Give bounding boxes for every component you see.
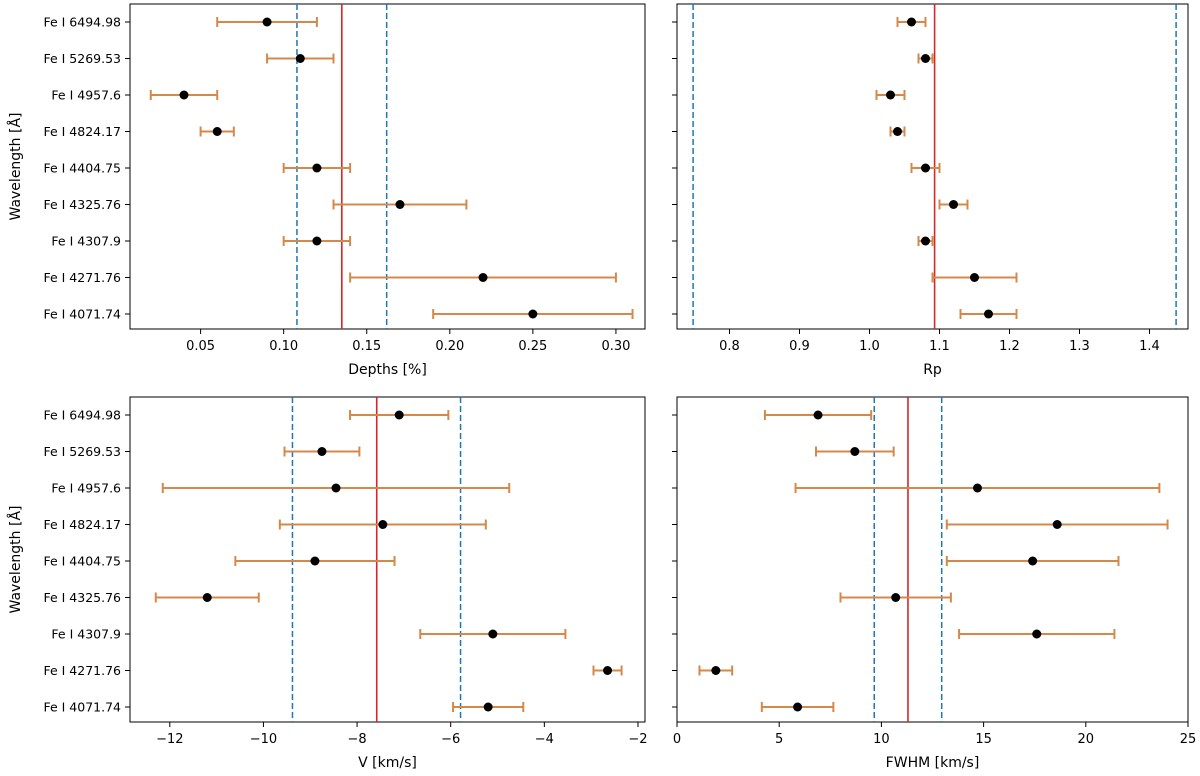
y-tick-label: Fe I 4271.76	[43, 270, 121, 285]
data-point	[312, 236, 322, 246]
data-point	[891, 593, 901, 602]
x-tick-label: 0.10	[269, 339, 298, 354]
x-tick-label: −6	[441, 732, 460, 747]
y-tick-label: Fe I 4325.76	[43, 197, 121, 212]
data-point	[813, 410, 823, 420]
y-tick-label: Fe I 4307.9	[51, 627, 121, 642]
y-tick-label: Fe I 4307.9	[51, 234, 121, 249]
data-point	[921, 54, 930, 63]
x-axis-label: Depths [%]	[348, 362, 427, 378]
y-tick-label: Fe I 5269.53	[43, 444, 121, 459]
data-point	[921, 163, 930, 173]
x-axis-label: V [km/s]	[358, 755, 417, 771]
x-tick-label: 0.8	[719, 339, 740, 354]
x-tick-label: 0.9	[789, 339, 810, 354]
data-point	[921, 236, 930, 246]
x-tick-label: 0	[673, 732, 681, 747]
data-point	[972, 483, 982, 493]
x-axis-label: FWHM [km/s]	[886, 755, 980, 771]
x-tick-label: −12	[156, 732, 183, 747]
x-tick-label: 1.0	[859, 339, 880, 354]
data-point	[478, 273, 488, 282]
x-tick-label: 1.3	[1069, 339, 1090, 354]
x-tick-label: −4	[535, 732, 554, 747]
data-point	[711, 666, 721, 675]
panel-velocity: −12 −10 −8 −6 −4 −2 Fe I 4071.74 Fe I 4271.76 Fe…	[7, 396, 648, 771]
x-tick-label: 0.30	[601, 339, 630, 354]
data-point	[907, 17, 916, 27]
data-point	[202, 593, 212, 602]
data-point	[984, 309, 993, 319]
data-point	[488, 629, 498, 639]
y-tick-label: Fe I 4957.6	[51, 88, 121, 103]
data-point	[179, 90, 189, 100]
x-tick-label: 10	[873, 732, 890, 747]
x-tick-label: 5	[775, 732, 783, 747]
y-tick-label: Fe I 5269.53	[43, 51, 121, 66]
data-point	[394, 410, 404, 420]
data-point	[1052, 520, 1062, 529]
data-point	[1028, 556, 1038, 566]
x-tick-label: 0.25	[518, 339, 547, 354]
y-tick-label: Fe I 4071.74	[43, 700, 121, 715]
data-point	[893, 127, 902, 136]
x-tick-label: 20	[1078, 732, 1095, 747]
data-point	[949, 200, 958, 209]
x-tick-label: 0.20	[435, 339, 464, 354]
data-point	[262, 17, 272, 27]
data-point	[970, 273, 979, 282]
axes-frame	[129, 3, 646, 330]
x-tick-label: 0.15	[352, 339, 381, 354]
x-tick-label: 0.05	[186, 339, 215, 354]
x-tick-label: −8	[347, 732, 366, 747]
y-axis-label: Wavelength [Å]	[7, 112, 24, 220]
x-tick-label: −2	[628, 732, 647, 747]
data-point	[886, 90, 895, 100]
y-tick-label: Fe I 4404.75	[43, 161, 121, 176]
data-point	[793, 702, 803, 712]
data-point	[1032, 629, 1042, 639]
y-tick-label: Fe I 4071.74	[43, 307, 121, 322]
y-axis-label: Wavelength [Å]	[7, 505, 24, 613]
data-point	[312, 163, 322, 173]
data-point	[212, 127, 222, 136]
y-tick-label: Fe I 4404.75	[43, 554, 121, 569]
x-tick-label: 1.2	[999, 339, 1020, 354]
data-point	[310, 556, 320, 566]
y-tick-label: Fe I 4824.17	[43, 124, 121, 139]
panel-fwhm: 0 5 10 15 20 25 FWHM [km/s]	[672, 396, 1197, 771]
data-point	[378, 520, 388, 529]
data-point	[295, 54, 305, 63]
data-point	[483, 702, 493, 712]
x-tick-label: 15	[975, 732, 992, 747]
panel-rp: 0.8 0.9 1.0 1.1 1.2 1.3 1.4 Rp	[672, 3, 1189, 378]
data-point	[603, 666, 613, 675]
y-tick-label: Fe I 4957.6	[51, 481, 121, 496]
y-tick-label: Fe I 4824.17	[43, 517, 121, 532]
panel-depths: 0.05 0.10 0.15 0.20 0.25 0.30 Fe I 4071.74 Fe I…	[7, 3, 646, 378]
y-tick-label: Fe I 4325.76	[43, 590, 121, 605]
data-point	[528, 309, 538, 319]
x-axis-label: Rp	[923, 362, 942, 378]
axes-frame	[676, 3, 1189, 330]
y-tick-label: Fe I 4271.76	[43, 663, 121, 678]
x-tick-label: 1.1	[929, 339, 950, 354]
y-tick-label: Fe I 6494.98	[43, 15, 121, 30]
data-point	[317, 447, 327, 456]
x-tick-label: −10	[250, 732, 277, 747]
data-point	[331, 483, 341, 493]
data-point	[850, 447, 860, 456]
axes-frame	[129, 396, 646, 723]
y-tick-label: Fe I 6494.98	[43, 408, 121, 423]
axes-frame	[676, 396, 1189, 723]
x-tick-label: 25	[1180, 732, 1197, 747]
data-point	[395, 200, 405, 209]
x-tick-label: 1.4	[1139, 339, 1160, 354]
